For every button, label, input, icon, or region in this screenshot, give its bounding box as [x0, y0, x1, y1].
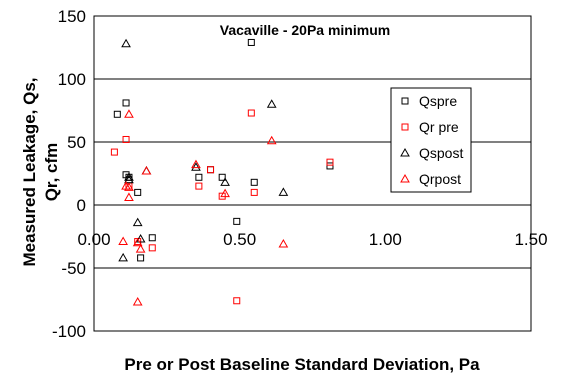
y-tick-label: -100 — [52, 322, 86, 341]
point-qspre — [207, 166, 215, 174]
point-qr-pre — [195, 182, 203, 190]
y-axis-title-line-2: Qr, cfm — [42, 143, 61, 202]
point-qr-pre — [122, 135, 130, 143]
point-qrpost — [278, 239, 289, 248]
y-tick-label: 0 — [77, 196, 86, 215]
point-qspost — [278, 187, 289, 196]
legend-label: Qspost — [419, 145, 463, 161]
point-qspre — [250, 178, 258, 186]
point-qspost — [121, 38, 131, 48]
point-qspost — [266, 99, 277, 108]
point-qrpost — [135, 244, 146, 253]
point-qspost — [141, 165, 152, 175]
legend: Qspre Qr pre Qspost Qrpost — [390, 87, 472, 193]
y-tick-label: -50 — [61, 259, 86, 278]
point-qrpost — [266, 135, 277, 145]
legend-marker-qrpost — [400, 173, 410, 183]
x-tick-label: 0.50 — [223, 230, 256, 249]
legend-marker-qspost — [400, 147, 410, 157]
point-qspost — [220, 177, 230, 186]
x-tick-label: 1.50 — [514, 230, 547, 249]
point-qrpost — [220, 188, 230, 198]
chart-title: Vacaville - 20Pa minimum — [220, 22, 390, 38]
legend-marker-qspre — [401, 97, 409, 105]
legend-label: Qrpost — [419, 171, 461, 187]
y-axis-title: Measured Leakage, Qs, Qr, cfm — [20, 78, 61, 267]
point-qr-pre — [110, 148, 118, 156]
point-qr-pre — [148, 244, 156, 252]
point-qrpost — [132, 297, 143, 306]
y-tick-label: 100 — [58, 70, 86, 89]
point-qrpost — [132, 237, 143, 247]
point-qspost — [132, 217, 143, 227]
point-qspre — [218, 173, 226, 181]
x-tick-label: 0.00 — [77, 230, 110, 249]
point-qspre — [134, 188, 142, 196]
point-qspost — [135, 234, 146, 243]
point-qspre — [148, 234, 156, 242]
point-qspre — [137, 254, 145, 262]
point-qspre — [326, 162, 334, 170]
legend-label: Qspre — [419, 93, 457, 109]
y-tick-label: 50 — [67, 133, 86, 152]
point-qspre — [195, 173, 203, 181]
point-qrpost — [124, 192, 134, 201]
point-qrpost — [124, 182, 134, 191]
point-qrpost — [124, 109, 134, 118]
x-tick-label: 1.00 — [369, 230, 402, 249]
point-qspost — [124, 172, 134, 181]
legend-marker-qr-pre — [401, 123, 409, 131]
point-qrpost — [118, 236, 128, 246]
x-tick-labels: 0.00 0.50 1.00 1.50 — [77, 230, 547, 249]
y-tick-label: 150 — [58, 7, 86, 26]
data-points — [110, 38, 334, 306]
point-qrpost — [141, 165, 152, 175]
legend-label: Qr pre — [419, 119, 459, 135]
point-qspost — [191, 162, 201, 171]
y-tick-labels: 150 100 50 0 -50 -100 — [52, 7, 86, 341]
x-axis-title: Pre or Post Baseline Standard Deviation,… — [124, 355, 480, 374]
y-axis-title-line-1: Measured Leakage, Qs, — [20, 78, 39, 267]
point-qr-pre — [207, 166, 215, 174]
point-qspre — [233, 217, 241, 225]
point-qspre — [122, 99, 130, 107]
point-qr-pre — [250, 188, 258, 196]
point-qr-pre — [233, 297, 241, 305]
point-qrpost — [191, 159, 201, 169]
point-qr-pre — [326, 158, 334, 166]
point-qspost — [118, 252, 128, 262]
legend-box — [390, 87, 472, 193]
point-qspre — [113, 110, 121, 118]
point-qspre — [247, 38, 255, 46]
point-qr-pre — [247, 109, 255, 117]
